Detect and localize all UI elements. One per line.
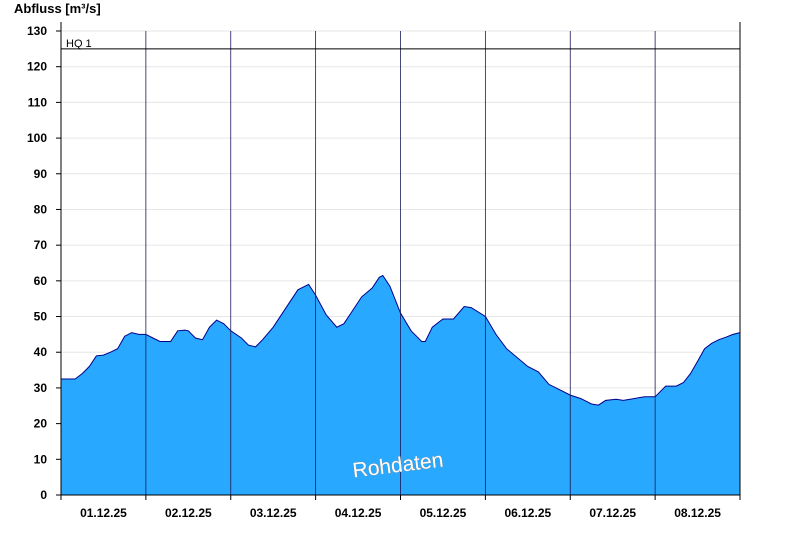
x-tick-label: 08.12.25	[674, 506, 721, 520]
y-tick-labels: 0 10 20 30 40 50 60 70 80 90 100 110 120 130	[27, 24, 47, 502]
x-tick-label: 05.12.25	[420, 506, 467, 520]
y-tick-label: 100	[27, 131, 47, 145]
x-tick-labels: 01.12.25 02.12.25 03.12.25 04.12.25 05.12.25…	[80, 506, 721, 520]
x-tick-label: 06.12.25	[504, 506, 551, 520]
x-tick-label: 07.12.25	[589, 506, 636, 520]
discharge-line	[61, 274, 741, 406]
y-tick-label: 50	[34, 310, 48, 324]
x-tick-label: 02.12.25	[165, 506, 212, 520]
y-tick-label: 10	[34, 452, 48, 466]
y-tick-label: 70	[34, 238, 48, 252]
hq1-reference: HQ 1	[61, 38, 740, 50]
y-axis-label: Abfluss [m³/s]	[14, 1, 101, 16]
x-tick-label: 03.12.25	[250, 506, 297, 520]
y-tick-label: 60	[34, 274, 48, 288]
y-tick-label: 30	[34, 381, 48, 395]
y-tick-label: 0	[40, 488, 47, 502]
y-tick-label: 40	[34, 345, 48, 359]
y-tick-label: 110	[28, 95, 48, 109]
y-tick-label: 130	[27, 24, 47, 38]
y-tick-label: 120	[27, 60, 47, 74]
y-tick-label: 20	[34, 417, 48, 431]
x-tick-label: 01.12.25	[80, 506, 127, 520]
x-tick-label: 04.12.25	[335, 506, 382, 520]
y-tick-label: 90	[34, 167, 48, 181]
hq1-label: HQ 1	[66, 38, 92, 50]
day-separators	[145, 31, 656, 495]
y-tick-label: 80	[34, 202, 48, 216]
axes	[56, 22, 741, 500]
